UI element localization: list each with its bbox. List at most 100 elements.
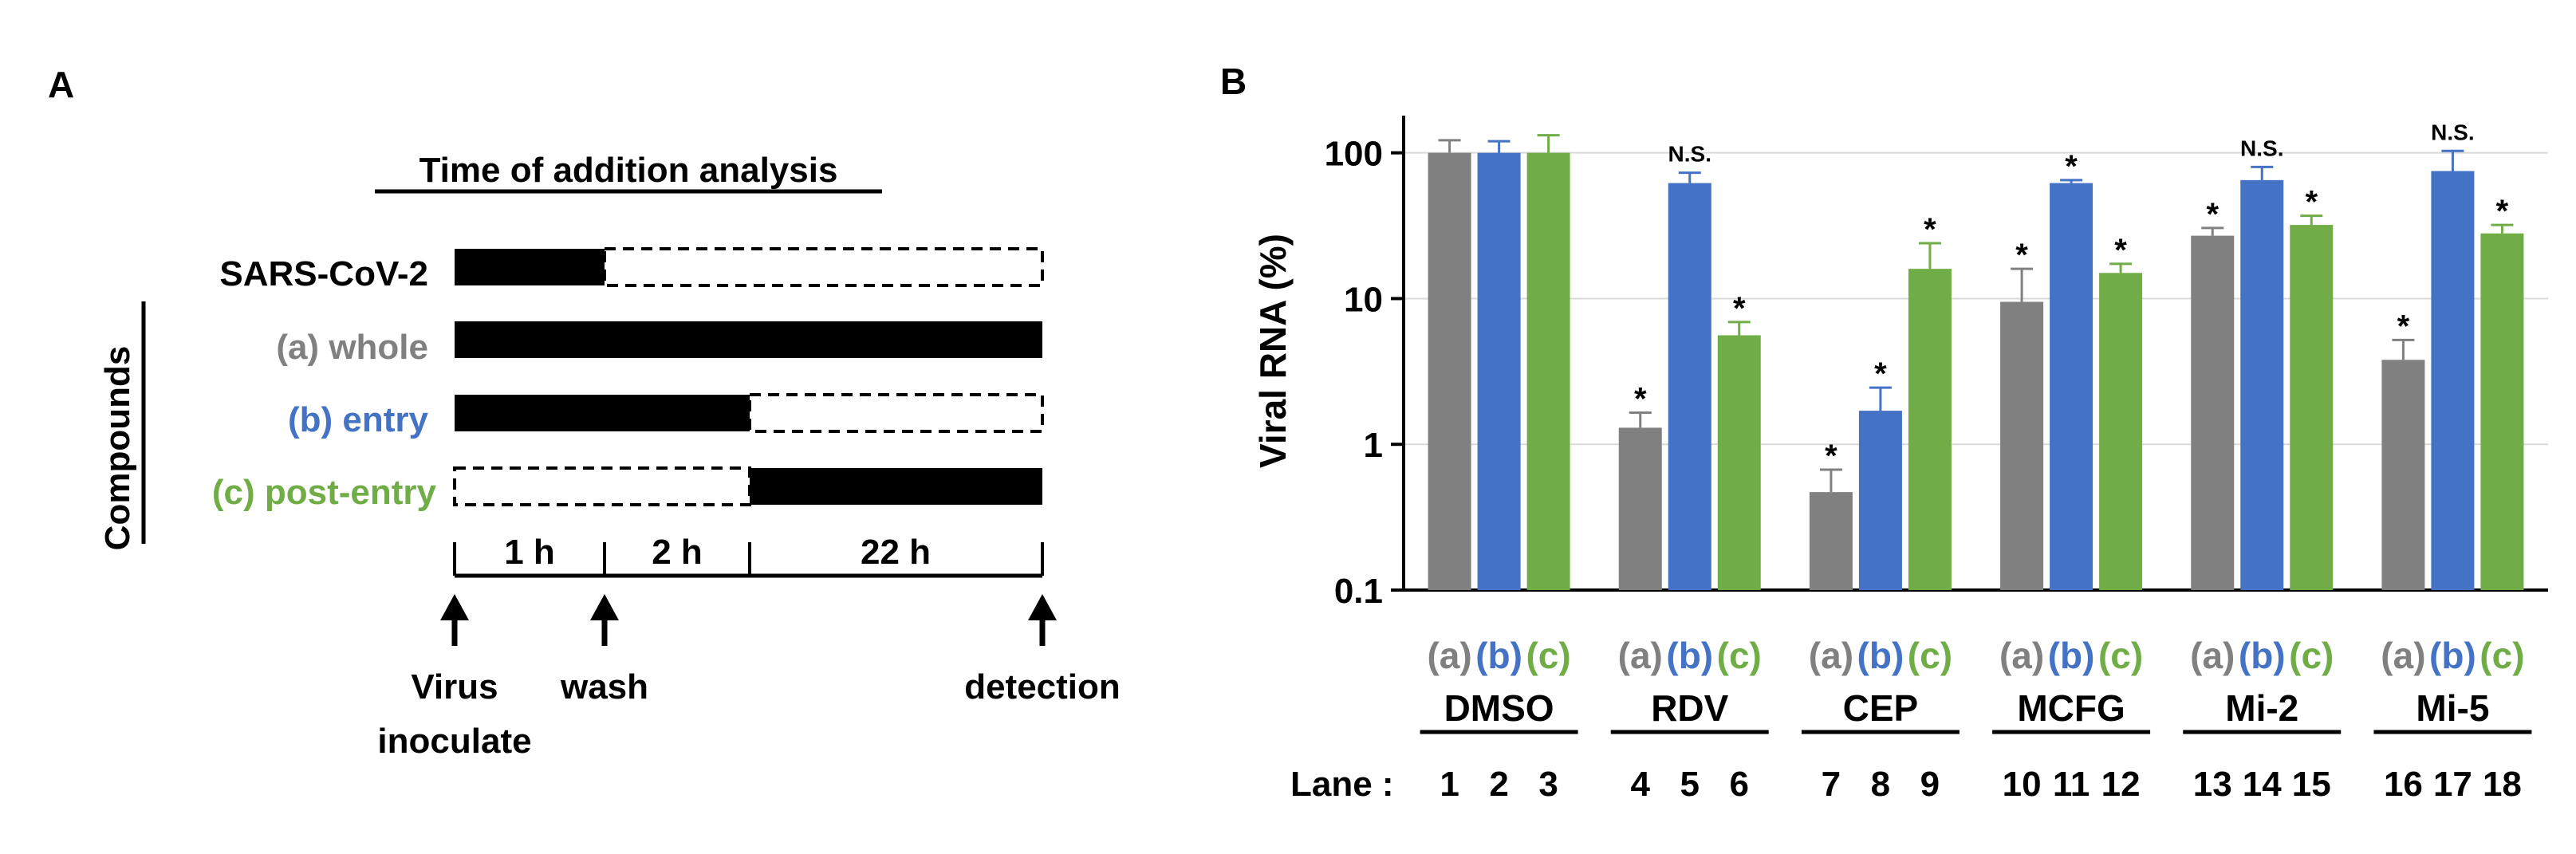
panel-a-title: Time of addition analysis	[419, 151, 838, 190]
segment-label-2h: 2 h	[652, 533, 703, 572]
series-sublabel: (c)	[1717, 635, 1762, 676]
lane-number: 2	[1489, 765, 1508, 804]
bar	[1526, 152, 1570, 590]
bar	[1428, 152, 1471, 590]
series-sublabel: (b)	[1857, 635, 1904, 676]
series-sublabel: (b)	[1475, 635, 1522, 676]
lane-number: 10	[2003, 765, 2042, 804]
arrow-up-icon	[1028, 594, 1057, 646]
significance-label: N.S.	[1668, 142, 1711, 167]
compounds-label: Compounds	[98, 346, 137, 551]
category-label: Mi-2	[2225, 687, 2298, 729]
series-sublabel: (a)	[2381, 635, 2425, 676]
entry-bar-solid	[455, 395, 750, 431]
significance-label: *	[2397, 309, 2410, 344]
sars-bar-dashed	[603, 247, 1044, 287]
bar	[2099, 273, 2143, 590]
panel-a-letter: A	[48, 64, 74, 105]
lane-label: Lane :	[1290, 765, 1394, 804]
event-wash: wash	[560, 667, 648, 706]
significance-label: *	[2305, 185, 2318, 220]
row-label-whole: (a) whole	[276, 328, 428, 367]
lane-number: 11	[2053, 765, 2090, 804]
event-virus: Virus	[411, 667, 498, 706]
bar-chart: 0.1 1 10 100 Viral RNA (%) (a) 1 (b) 2 (c) 3 DMSO * (…	[1252, 116, 2548, 804]
significance-label: *	[2065, 149, 2078, 184]
bar	[2240, 179, 2284, 590]
series-sublabel: (b)	[1666, 635, 1713, 676]
significance-label: *	[2015, 238, 2028, 273]
significance-label: *	[1825, 439, 1837, 474]
segment-label-1h: 1 h	[504, 533, 555, 572]
lane-number: 4	[1631, 765, 1651, 804]
bar	[2431, 171, 2475, 590]
lane-number: 14	[2243, 765, 2282, 804]
bar	[1618, 427, 1662, 590]
series-sublabel: (c)	[1908, 635, 1952, 676]
series-sublabel: (a)	[1427, 635, 1471, 676]
series-sublabel: (a)	[1618, 635, 1663, 676]
y-axis-label: Viral RNA (%)	[1252, 234, 1294, 468]
lane-number: 13	[2193, 765, 2232, 804]
significance-label: *	[2206, 197, 2219, 232]
bar	[1908, 269, 1952, 590]
compounds-label-group: Compounds	[98, 346, 137, 551]
series-sublabel: (b)	[2429, 635, 2476, 676]
category-label: Mi-5	[2416, 687, 2489, 729]
lane-number: 3	[1538, 765, 1558, 804]
sars-bar-solid	[455, 249, 605, 285]
bar	[2000, 301, 2044, 590]
bar	[1717, 335, 1761, 590]
panel-b-letter: B	[1220, 61, 1247, 102]
series-sublabel: (b)	[2239, 635, 2286, 676]
lane-number: 8	[1871, 765, 1890, 804]
y-tick-label: 10	[1344, 280, 1383, 319]
bar	[2050, 183, 2093, 591]
bar	[2290, 225, 2334, 590]
bar	[1858, 411, 1902, 590]
series-sublabel: (c)	[1526, 635, 1570, 676]
series-sublabel: (a)	[2190, 635, 2235, 676]
bar	[1809, 492, 1853, 590]
lane-number: 12	[2101, 765, 2141, 804]
arrow-up-icon	[590, 594, 619, 646]
lane-number: 7	[1822, 765, 1841, 804]
category-label: MCFG	[2017, 687, 2125, 729]
bar	[1477, 152, 1521, 590]
significance-label: *	[1874, 356, 1887, 392]
arrow-up-icon	[440, 594, 469, 646]
bar	[2191, 235, 2235, 590]
significance-label: N.S.	[2240, 136, 2283, 160]
bar	[2381, 360, 2425, 590]
row-label-entry: (b) entry	[288, 400, 429, 439]
significance-label: *	[1924, 212, 1936, 247]
series-sublabel: (c)	[2479, 635, 2524, 676]
segment-label-22h: 22 h	[861, 533, 931, 572]
series-sublabel: (b)	[2048, 635, 2095, 676]
row-label-sars-cov-2: SARS-CoV-2	[219, 254, 428, 293]
category-label: DMSO	[1444, 687, 1554, 729]
row-label-post-entry: (c) post-entry	[212, 473, 437, 512]
post-entry-bar-solid	[750, 468, 1042, 505]
y-tick-label: 100	[1325, 135, 1383, 174]
lane-number: 6	[1730, 765, 1749, 804]
lane-number: 15	[2292, 765, 2331, 804]
category-label: RDV	[1651, 687, 1728, 729]
significance-label: *	[2114, 233, 2127, 268]
event-detection: detection	[964, 667, 1121, 706]
significance-label: *	[1733, 291, 1746, 326]
significance-label: *	[2496, 194, 2509, 229]
y-tick-label: 0.1	[1334, 572, 1383, 611]
series-sublabel: (c)	[2098, 635, 2143, 676]
series-sublabel: (a)	[1809, 635, 1853, 676]
significance-label: N.S.	[2431, 120, 2474, 144]
post-entry-bar-dashed	[453, 466, 751, 506]
lane-number: 18	[2483, 765, 2522, 804]
lane-number: 5	[1680, 765, 1700, 804]
lane-number: 9	[1920, 765, 1940, 804]
y-tick-label: 1	[1364, 426, 1383, 465]
lane-number: 17	[2433, 765, 2472, 804]
event-inoculate: inoculate	[377, 722, 531, 761]
